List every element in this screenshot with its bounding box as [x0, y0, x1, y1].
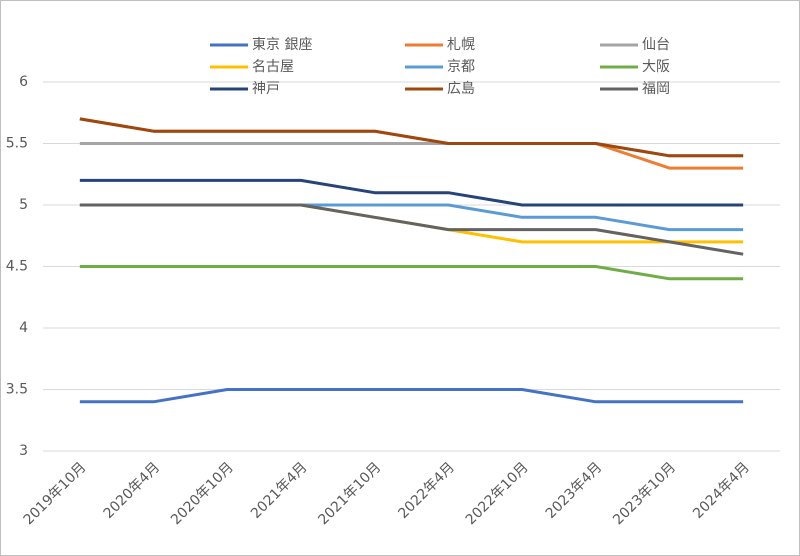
legend-label: 仙台 — [642, 37, 670, 53]
legend-label: 札幌 — [447, 37, 475, 53]
legend-label: 広島 — [447, 81, 475, 97]
y-tick-label: 3 — [19, 443, 28, 459]
series-line — [79, 203, 744, 256]
y-tick-label: 4.5 — [6, 259, 28, 275]
y-tick-label: 4 — [19, 320, 28, 336]
y-tick-label: 3.5 — [6, 382, 28, 398]
series-line — [79, 265, 744, 281]
legend-label: 神戸 — [252, 81, 280, 97]
legend-label: 名古屋 — [252, 59, 294, 75]
series-line — [79, 388, 744, 404]
y-tick-label: 5 — [19, 197, 28, 213]
legend-label: 大阪 — [642, 59, 670, 75]
y-tick-label: 6 — [19, 74, 28, 90]
series-line — [79, 117, 744, 158]
series-line — [79, 178, 744, 207]
legend-label: 福岡 — [642, 81, 670, 97]
y-tick-label: 5.5 — [6, 136, 28, 152]
legend-label: 東京 銀座 — [252, 37, 312, 53]
legend-label: 京都 — [447, 59, 475, 75]
